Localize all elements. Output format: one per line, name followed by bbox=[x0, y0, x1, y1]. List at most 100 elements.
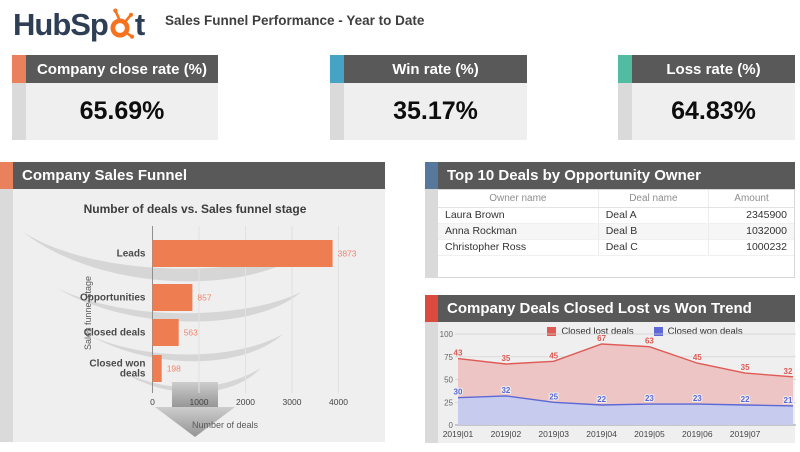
legend-label: Closed lost deals bbox=[561, 325, 634, 337]
closed-won-value: 21 bbox=[784, 396, 793, 405]
table-cell: 1000232 bbox=[708, 239, 794, 256]
trend-x-tick: 2019|06 bbox=[682, 429, 713, 439]
kpi-value: 64.83% bbox=[632, 83, 795, 140]
funnel-chart-title: Number of deals vs. Sales funnel stage bbox=[83, 202, 307, 216]
kpi-title: Loss rate (%) bbox=[632, 55, 795, 83]
funnel-panel-stripe bbox=[0, 189, 13, 442]
table-cell: Laura Brown bbox=[438, 207, 599, 224]
trend-y-tick: 75 bbox=[444, 353, 453, 362]
deals-table-body: Laura Brown Deal A 2345900 Anna Rockman Deal… bbox=[438, 207, 794, 256]
hubspot-logo-text-right: t bbox=[134, 7, 145, 42]
trend-y-tick: 0 bbox=[449, 421, 454, 430]
trend-legend: Closed lost deals Closed won deals bbox=[500, 325, 790, 337]
funnel-category-label: Leads bbox=[117, 249, 146, 260]
kpi-loss-rate: Loss rate (%) 64.83% bbox=[618, 55, 795, 140]
closed-lost-value: 45 bbox=[693, 353, 702, 362]
kpi-company-close-rate: Company close rate (%) 65.69% bbox=[12, 55, 218, 140]
trend-chart: 0 25 50 75 100 43 30 2019|01 35 32 2019|02 45 25 2019… bbox=[440, 330, 796, 439]
funnel-bar-value: 3873 bbox=[338, 249, 357, 259]
closed-lost-value: 63 bbox=[645, 337, 654, 346]
funnel-x-tick: 0 bbox=[150, 397, 155, 407]
hubspot-logo: HubSp t bbox=[13, 6, 145, 42]
closed-won-line[interactable] bbox=[457, 395, 794, 407]
trend-x-tick: 2019|02 bbox=[491, 429, 522, 439]
closed-won-swatch-icon bbox=[653, 326, 663, 336]
trend-panel-stripe bbox=[425, 322, 438, 443]
legend-item-closed-lost[interactable]: Closed lost deals bbox=[547, 325, 634, 337]
closed-lost-value: 45 bbox=[549, 351, 558, 360]
kpi-value: 35.17% bbox=[344, 83, 527, 140]
funnel-category-label: Closed deals bbox=[84, 328, 146, 339]
table-cell: Deal C bbox=[598, 239, 710, 256]
kpi-win-rate: Win rate (%) 35.17% bbox=[330, 55, 527, 140]
table-column-header: Amount bbox=[708, 190, 794, 208]
table-row[interactable]: Christopher Ross Deal C 1000232 bbox=[438, 239, 794, 256]
trend-y-tick: 25 bbox=[444, 398, 453, 407]
funnel-category-label: Closed won deals bbox=[89, 359, 146, 380]
kpi-side-stripe bbox=[330, 83, 344, 140]
trend-x-tick: 2019|04 bbox=[586, 429, 617, 439]
table-cell: Christopher Ross bbox=[438, 239, 599, 256]
closed-won-value: 23 bbox=[645, 394, 654, 403]
funnel-bar[interactable] bbox=[152, 240, 333, 267]
closed-won-value: 23 bbox=[693, 394, 702, 403]
funnel-arrow-icon bbox=[155, 382, 235, 437]
closed-lost-swatch-icon bbox=[547, 326, 557, 336]
table-header-row: Owner name Deal name Amount bbox=[438, 190, 794, 208]
page-title: Sales Funnel Performance - Year to Date bbox=[165, 13, 425, 28]
funnel-panel-title: Company Sales Funnel bbox=[13, 162, 385, 189]
closed-won-value: 30 bbox=[454, 388, 463, 397]
trend-x-tick: 2019|03 bbox=[538, 429, 569, 439]
table-column-header: Deal name bbox=[598, 190, 710, 208]
funnel-category-label: Opportunities bbox=[80, 293, 146, 304]
table-panel-accent bbox=[425, 162, 438, 189]
funnel-bar[interactable] bbox=[152, 319, 179, 346]
funnel-x-tick: 4000 bbox=[329, 397, 348, 407]
closed-won-value: 32 bbox=[501, 386, 510, 395]
closed-lost-line[interactable] bbox=[457, 343, 794, 378]
trend-x-tick: 2019|05 bbox=[634, 429, 665, 439]
trend-panel-title: Company Deals Closed Lost vs Won Trend bbox=[438, 295, 795, 322]
closed-lost-value: 67 bbox=[597, 334, 606, 343]
funnel-bar-value: 198 bbox=[167, 364, 181, 374]
funnel-x-axis-label: Number of deals bbox=[191, 420, 259, 430]
funnel-x-tick: 1000 bbox=[190, 397, 209, 407]
closed-lost-value: 35 bbox=[741, 363, 750, 372]
kpi-side-stripe bbox=[618, 83, 632, 140]
funnel-bar-value: 857 bbox=[197, 293, 211, 303]
table-cell: Deal A bbox=[598, 207, 710, 224]
table-panel-stripe bbox=[425, 189, 438, 278]
legend-item-closed-won[interactable]: Closed won deals bbox=[653, 325, 743, 337]
table-row[interactable]: Anna Rockman Deal B 1032000 bbox=[438, 223, 794, 240]
closed-won-value: 22 bbox=[597, 395, 606, 404]
legend-label: Closed won deals bbox=[667, 325, 743, 337]
closed-lost-area bbox=[458, 344, 793, 406]
kpi-title: Company close rate (%) bbox=[26, 55, 218, 83]
table-cell: Anna Rockman bbox=[438, 223, 599, 240]
kpi-accent-bar bbox=[12, 55, 26, 83]
funnel-background-shape bbox=[23, 232, 317, 393]
funnel-x-tick: 2000 bbox=[236, 397, 255, 407]
table-cell: 1032000 bbox=[708, 223, 794, 240]
closed-lost-value: 32 bbox=[784, 367, 793, 376]
hubspot-logo-text-left: HubSp bbox=[13, 7, 109, 42]
hubspot-sprocket-icon bbox=[110, 8, 134, 39]
funnel-bar[interactable] bbox=[152, 284, 193, 311]
trend-y-tick: 50 bbox=[444, 376, 453, 385]
kpi-value: 65.69% bbox=[26, 83, 218, 140]
funnel-bar[interactable] bbox=[152, 355, 162, 382]
kpi-accent-bar bbox=[330, 55, 344, 83]
table-cell: 2345900 bbox=[708, 207, 794, 224]
deals-table-wrap: Owner name Deal name Amount Laura Brown Dea… bbox=[438, 189, 795, 278]
table-cell: Deal B bbox=[598, 223, 710, 240]
kpi-side-stripe bbox=[12, 83, 26, 140]
closed-won-value: 25 bbox=[549, 392, 558, 401]
trend-y-tick: 100 bbox=[440, 330, 454, 339]
funnel-bar-value: 563 bbox=[184, 328, 198, 338]
table-row[interactable]: Laura Brown Deal A 2345900 bbox=[438, 207, 794, 224]
funnel-panel-accent bbox=[0, 162, 13, 189]
kpi-accent-bar bbox=[618, 55, 632, 83]
funnel-chart: 0 1000 2000 3000 4000 3873 Leads 857 Opportuniti… bbox=[23, 226, 357, 437]
closed-won-value: 22 bbox=[741, 395, 750, 404]
trend-x-tick: 2019|01 bbox=[443, 429, 474, 439]
